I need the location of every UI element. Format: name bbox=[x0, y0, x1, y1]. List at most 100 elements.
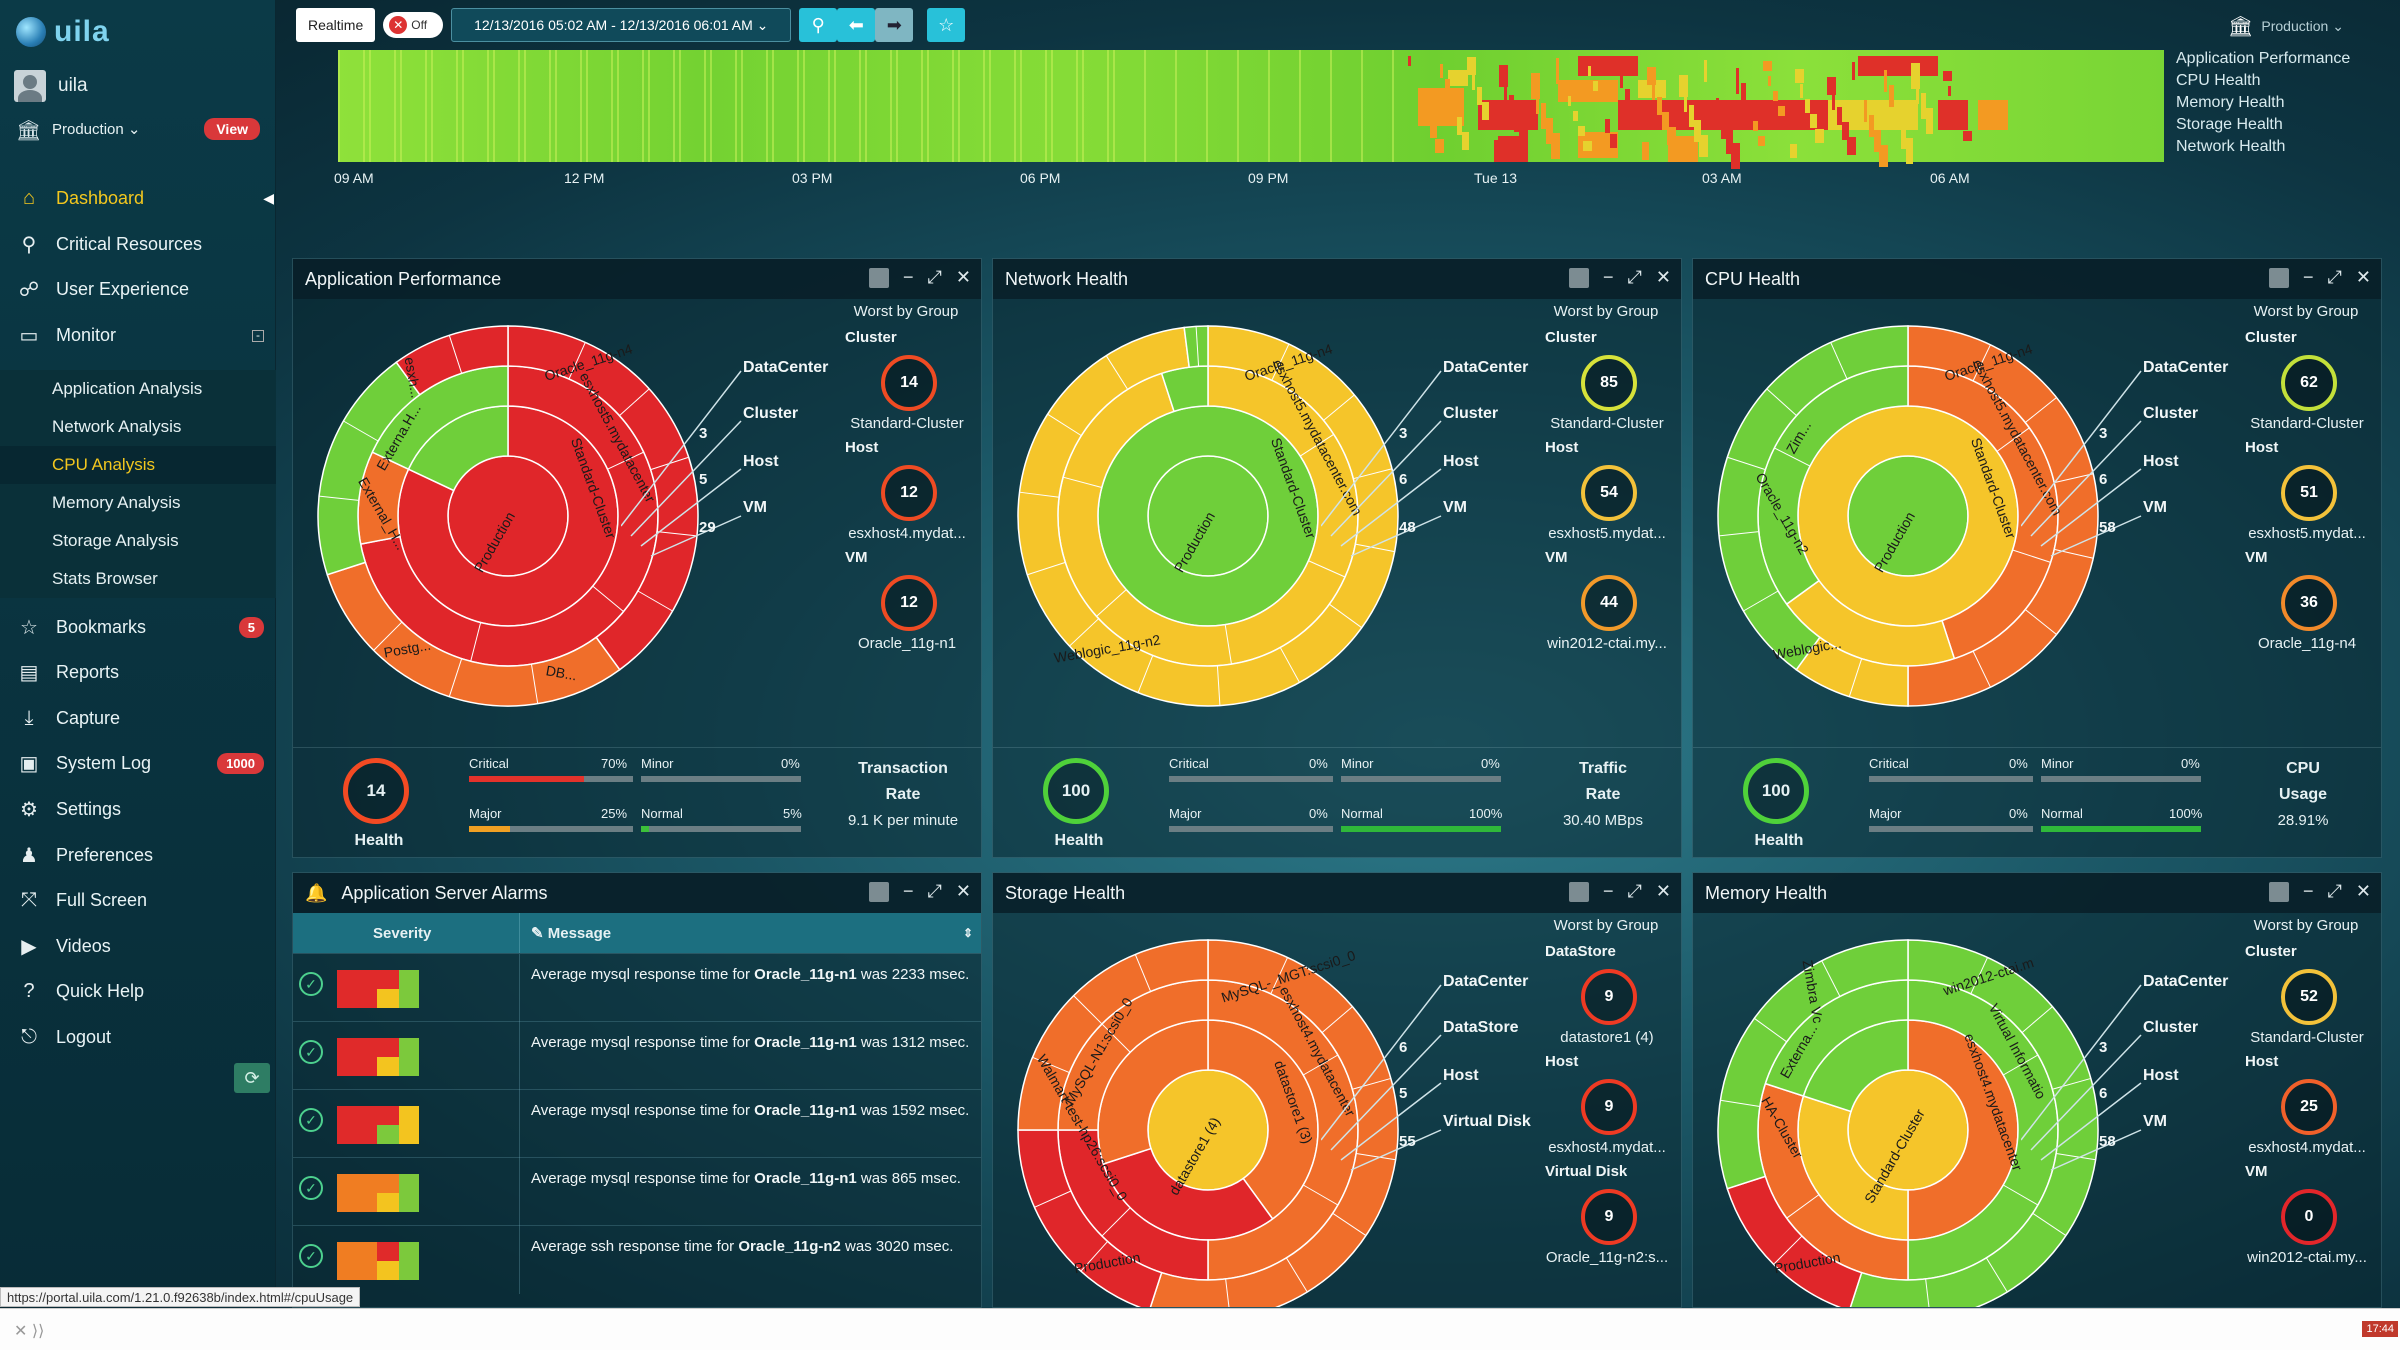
nav-user-experience[interactable]: ☍ User Experience bbox=[0, 267, 276, 313]
alarm-row[interactable]: ✓ Average mysql response time for Oracle_… bbox=[293, 1089, 981, 1158]
close-icon[interactable]: ✕ bbox=[2355, 881, 2371, 901]
alarm-row[interactable]: ✓ Average mysql response time for Oracle_… bbox=[293, 1157, 981, 1226]
view-button[interactable]: View bbox=[204, 118, 260, 140]
settings-icon[interactable] bbox=[868, 267, 889, 288]
nav-full-screen[interactable]: ⤧ Full Screen bbox=[0, 878, 276, 924]
settings-icon[interactable] bbox=[868, 881, 889, 902]
close-icon[interactable]: ✕ bbox=[1655, 881, 1671, 901]
forward-button[interactable]: ➡ bbox=[875, 8, 914, 42]
nav-reports[interactable]: ▤ Reports bbox=[0, 650, 276, 696]
nav-logout[interactable]: ⎋ Logout bbox=[0, 1015, 276, 1061]
expand-icon[interactable]: ⤢ bbox=[2327, 267, 2342, 287]
check-circle-icon[interactable]: ✓ bbox=[299, 1244, 323, 1268]
nav-critical-resources[interactable]: ⚲ Critical Resources bbox=[0, 222, 276, 268]
expand-icon[interactable]: ⤢ bbox=[2327, 881, 2342, 901]
health-gauge[interactable]: 100 bbox=[1743, 758, 1809, 824]
nav-stats-browser[interactable]: Stats Browser bbox=[0, 560, 276, 599]
nav-quick-help[interactable]: ? Quick Help bbox=[0, 969, 276, 1015]
column-message[interactable]: ✎ Message bbox=[531, 925, 612, 942]
sunburst-segment[interactable] bbox=[395, 325, 509, 396]
environment-selector[interactable]: 🏛 Production ⌄ View bbox=[16, 118, 266, 142]
settings-icon[interactable] bbox=[1568, 267, 1589, 288]
nav-settings[interactable]: ⚙ Settings bbox=[0, 787, 276, 833]
nav-memory-analysis[interactable]: Memory Analysis bbox=[0, 484, 276, 523]
close-icon[interactable]: ✕ ⟩⟩ bbox=[14, 1323, 45, 1340]
realtime-toggle[interactable]: ✕ Off bbox=[383, 12, 444, 38]
nav-application-analysis[interactable]: Application Analysis bbox=[0, 370, 276, 409]
group-gauge[interactable]: 51 bbox=[2281, 465, 2337, 521]
environment-dropdown[interactable]: 🏛 Production ⌄ bbox=[2228, 14, 2344, 39]
group-gauge[interactable]: 12 bbox=[881, 465, 937, 521]
alarm-row[interactable]: ✓ Average mysql response time for Oracle_… bbox=[293, 1021, 981, 1090]
expand-icon[interactable]: ⤢ bbox=[1627, 267, 1642, 287]
alarm-row[interactable]: ✓ Average mysql response time for Oracle_… bbox=[293, 953, 981, 1022]
sunburst-chart[interactable]: MySQL-_MGT:scsi0_0esxhost4.mydatacenterd… bbox=[1013, 935, 1403, 1308]
group-gauge[interactable]: 9 bbox=[1581, 969, 1637, 1025]
nav-system-log[interactable]: ▣ System Log 1000 bbox=[0, 741, 276, 787]
nav-preferences[interactable]: ♟ Preferences bbox=[0, 832, 276, 878]
group-gauge[interactable]: 52 bbox=[2281, 969, 2337, 1025]
expand-icon[interactable]: ⤢ bbox=[927, 881, 942, 901]
minimize-icon[interactable]: − bbox=[1602, 881, 1614, 901]
sunburst-segment[interactable] bbox=[1717, 939, 1909, 1190]
group-gauge[interactable]: 14 bbox=[881, 355, 937, 411]
sunburst-segment[interactable] bbox=[507, 325, 699, 671]
group-gauge[interactable]: 0 bbox=[2281, 1189, 2337, 1245]
user-profile[interactable]: uila bbox=[14, 70, 88, 102]
health-gauge[interactable]: 100 bbox=[1043, 758, 1109, 824]
close-icon[interactable]: ✕ bbox=[955, 267, 971, 287]
sunburst-chart[interactable]: Oracle_11g-n4esxhost5.mydatacenterStanda… bbox=[313, 321, 703, 711]
sunburst-segment[interactable] bbox=[1907, 325, 2099, 707]
nav-cpu-analysis[interactable]: CPU Analysis bbox=[0, 446, 276, 485]
sunburst-segment[interactable] bbox=[1717, 325, 1909, 671]
sunburst-chart[interactable]: Oracle_11g-n4esxhost5.mydatacenter.comSt… bbox=[1013, 321, 1403, 711]
expand-icon[interactable]: ⤢ bbox=[927, 267, 942, 287]
health-timeline-heatmap[interactable] bbox=[338, 50, 2164, 169]
sunburst-chart[interactable]: Oracle_11g-n4esxhost5.mydatacenter.comSt… bbox=[1713, 321, 2103, 711]
zoom-button[interactable]: ⚲ bbox=[799, 8, 838, 42]
minimize-icon[interactable]: − bbox=[902, 267, 914, 287]
settings-icon[interactable] bbox=[2268, 881, 2289, 902]
check-circle-icon[interactable]: ✓ bbox=[299, 1108, 323, 1132]
nav-storage-analysis[interactable]: Storage Analysis bbox=[0, 522, 276, 561]
time-range-selector[interactable]: 12/13/2016 05:02 AM - 12/13/2016 06:01 A… bbox=[451, 8, 792, 42]
sunburst-segment[interactable] bbox=[1017, 939, 1209, 1131]
group-gauge[interactable]: 25 bbox=[2281, 1079, 2337, 1135]
column-severity[interactable]: Severity bbox=[373, 924, 432, 942]
back-button[interactable]: ⬅ bbox=[837, 8, 876, 42]
nav-network-analysis[interactable]: Network Analysis bbox=[0, 408, 276, 447]
alarm-row[interactable]: ✓ Average ssh response time for Oracle_11… bbox=[293, 1225, 981, 1294]
sunburst-segment[interactable] bbox=[1183, 325, 1209, 369]
realtime-button[interactable]: Realtime bbox=[296, 8, 376, 42]
logo[interactable]: uila bbox=[16, 14, 110, 50]
settings-icon[interactable] bbox=[2268, 267, 2289, 288]
group-gauge[interactable]: 9 bbox=[1581, 1079, 1637, 1135]
nav-capture[interactable]: ⤓ Capture bbox=[0, 696, 276, 742]
expand-icon[interactable]: ⤢ bbox=[1627, 881, 1642, 901]
nav-dashboard[interactable]: ⌂ Dashboard ◀ bbox=[0, 176, 276, 222]
collapse-icon[interactable]: - bbox=[252, 329, 264, 342]
close-icon[interactable]: ✕ bbox=[2355, 267, 2371, 287]
bookmark-button[interactable]: ☆ bbox=[927, 8, 966, 42]
group-gauge[interactable]: 54 bbox=[1581, 465, 1637, 521]
sort-icon[interactable]: ⇕ bbox=[962, 926, 973, 940]
close-icon[interactable]: ✕ bbox=[955, 881, 971, 901]
check-circle-icon[interactable]: ✓ bbox=[299, 972, 323, 996]
group-gauge[interactable]: 85 bbox=[1581, 355, 1637, 411]
check-circle-icon[interactable]: ✓ bbox=[299, 1176, 323, 1200]
nav-monitor[interactable]: ▭ Monitor - bbox=[0, 313, 276, 359]
group-gauge[interactable]: 36 bbox=[2281, 575, 2337, 631]
group-gauge[interactable]: 9 bbox=[1581, 1189, 1637, 1245]
check-circle-icon[interactable]: ✓ bbox=[299, 1040, 323, 1064]
group-gauge[interactable]: 44 bbox=[1581, 575, 1637, 631]
close-icon[interactable]: ✕ bbox=[1655, 267, 1671, 287]
settings-icon[interactable] bbox=[1568, 881, 1589, 902]
sidebar-collapse-button[interactable]: ⟳ bbox=[234, 1063, 270, 1093]
minimize-icon[interactable]: − bbox=[902, 881, 914, 901]
nav-bookmarks[interactable]: ☆ Bookmarks 5 bbox=[0, 604, 276, 650]
minimize-icon[interactable]: − bbox=[2302, 267, 2314, 287]
minimize-icon[interactable]: − bbox=[2302, 881, 2314, 901]
sunburst-segment[interactable] bbox=[1017, 325, 1399, 707]
minimize-icon[interactable]: − bbox=[1602, 267, 1614, 287]
